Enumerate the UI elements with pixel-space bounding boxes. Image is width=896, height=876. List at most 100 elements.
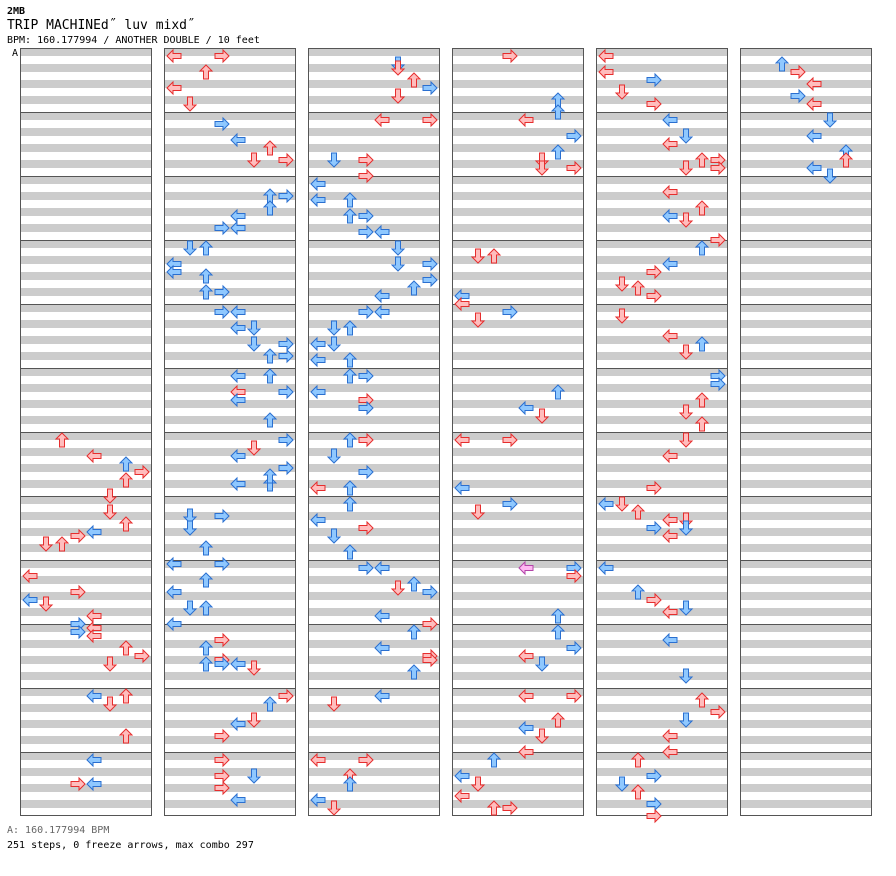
column-border [164, 48, 296, 816]
beat-stripe [164, 240, 296, 248]
beat-stripe [452, 208, 584, 216]
up-arrow-icon [262, 696, 278, 712]
beat-stripe [20, 768, 152, 776]
beat-stripe [20, 384, 152, 392]
chart-column [740, 48, 872, 816]
chart-info: BPM: 160.177994 / ANOTHER DOUBLE / 10 fe… [7, 35, 260, 46]
beat-stripe [740, 608, 872, 616]
left-arrow-icon [454, 788, 470, 804]
up-arrow-icon [694, 336, 710, 352]
right-arrow-icon [646, 520, 662, 536]
down-arrow-icon [102, 656, 118, 672]
left-arrow-icon [806, 96, 822, 112]
right-arrow-icon [214, 220, 230, 236]
beat-stripe [596, 304, 728, 312]
down-arrow-icon [246, 152, 262, 168]
beat-stripe [740, 720, 872, 728]
beat-stripe [740, 768, 872, 776]
up-arrow-icon [342, 432, 358, 448]
down-arrow-icon [102, 696, 118, 712]
beat-stripe [20, 640, 152, 648]
beat-stripe [596, 432, 728, 440]
left-arrow-icon [230, 792, 246, 808]
beat-stripe [596, 80, 728, 88]
beat-stripe [596, 768, 728, 776]
up-arrow-icon [406, 624, 422, 640]
left-arrow-icon [374, 640, 390, 656]
up-arrow-icon [342, 320, 358, 336]
right-arrow-icon [422, 112, 438, 128]
down-arrow-icon [326, 800, 342, 816]
right-arrow-icon [214, 48, 230, 64]
beat-stripe [20, 512, 152, 520]
left-arrow-icon [518, 744, 534, 760]
left-arrow-icon [166, 264, 182, 280]
beat-stripe [596, 320, 728, 328]
beat-stripe [452, 64, 584, 72]
left-arrow-icon [454, 296, 470, 312]
right-arrow-icon [214, 632, 230, 648]
beat-stripe [452, 272, 584, 280]
beat-stripe [596, 720, 728, 728]
left-arrow-icon [662, 604, 678, 620]
beat-stripe [452, 784, 584, 792]
right-arrow-icon [358, 520, 374, 536]
right-arrow-icon [278, 432, 294, 448]
left-arrow-icon [662, 136, 678, 152]
beat-stripe [308, 112, 440, 120]
beat-stripe [740, 688, 872, 696]
down-arrow-icon [822, 112, 838, 128]
beat-stripe [596, 752, 728, 760]
left-arrow-icon [310, 176, 326, 192]
left-arrow-icon [230, 448, 246, 464]
beat-stripe [308, 192, 440, 200]
down-arrow-icon [678, 712, 694, 728]
beat-stripe [452, 432, 584, 440]
right-arrow-icon [278, 348, 294, 364]
beat-stripe [20, 224, 152, 232]
up-arrow-icon [198, 640, 214, 656]
right-arrow-icon [358, 432, 374, 448]
right-arrow-icon [422, 652, 438, 668]
beat-stripe [20, 480, 152, 488]
right-arrow-icon [646, 592, 662, 608]
left-arrow-icon [310, 336, 326, 352]
difficulty-tag: 2MB [7, 6, 26, 17]
left-arrow-icon [598, 496, 614, 512]
right-arrow-icon [502, 800, 518, 816]
up-arrow-icon [630, 752, 646, 768]
left-arrow-icon [166, 80, 182, 96]
beat-stripe [452, 288, 584, 296]
beat-stripe [20, 208, 152, 216]
right-arrow-icon [790, 64, 806, 80]
right-arrow-icon [422, 616, 438, 632]
left-arrow-icon [454, 432, 470, 448]
beat-stripe [452, 656, 584, 664]
up-arrow-icon [694, 692, 710, 708]
beat-stripe [164, 624, 296, 632]
left-arrow-icon [166, 48, 182, 64]
up-arrow-icon [694, 240, 710, 256]
beat-stripe [308, 480, 440, 488]
down-arrow-icon [470, 776, 486, 792]
left-arrow-icon [230, 656, 246, 672]
beat-stripe [452, 496, 584, 504]
beat-stripe [452, 384, 584, 392]
right-arrow-icon [422, 272, 438, 288]
beat-stripe [596, 448, 728, 456]
left-arrow-icon [662, 184, 678, 200]
beat-stripe [740, 208, 872, 216]
right-arrow-icon [422, 80, 438, 96]
left-arrow-icon [230, 392, 246, 408]
down-arrow-icon [678, 128, 694, 144]
left-arrow-icon [374, 608, 390, 624]
beat-stripe [452, 160, 584, 168]
down-arrow-icon [102, 488, 118, 504]
beat-stripe [164, 480, 296, 488]
right-arrow-icon [646, 264, 662, 280]
down-arrow-icon [246, 320, 262, 336]
beat-stripe [308, 400, 440, 408]
beat-stripe [452, 624, 584, 632]
beat-stripe [308, 48, 440, 56]
up-arrow-icon [550, 144, 566, 160]
